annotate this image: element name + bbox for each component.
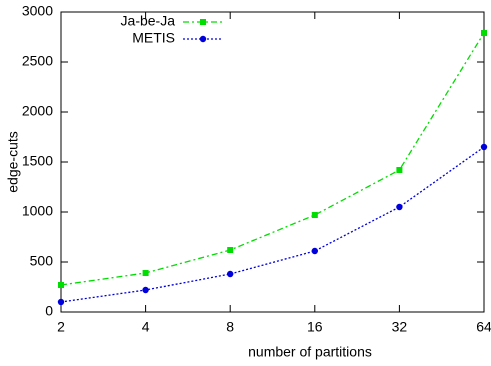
point [481, 30, 487, 36]
legend-marker [199, 35, 207, 43]
legend-label: METIS [132, 30, 175, 46]
y-tick-label: 0 [45, 303, 53, 319]
y-tick-label: 500 [30, 253, 54, 269]
point [142, 270, 149, 276]
y-tick-label: 2500 [22, 53, 53, 69]
x-tick-label: 2 [57, 319, 65, 335]
point [57, 298, 65, 306]
point [142, 286, 149, 294]
point [227, 270, 234, 278]
y-tick-label: 2000 [22, 103, 53, 119]
point [396, 203, 403, 211]
x-axis-label: number of partitions [248, 344, 372, 360]
point [58, 282, 64, 288]
point [396, 167, 403, 173]
series-line [60, 32, 485, 286]
plot-frame [60, 11, 485, 313]
y-tick-label: 3000 [22, 3, 53, 19]
legend-label: Ja-be-Ja [121, 13, 176, 29]
point [311, 212, 318, 218]
y-tick-label: 1000 [22, 203, 53, 219]
point [311, 247, 318, 255]
x-tick-label: 32 [392, 319, 408, 335]
x-tick-label: 4 [142, 319, 150, 335]
point [227, 247, 234, 253]
y-tick-label: 1500 [22, 153, 53, 169]
y-axis-label: edge-cuts [5, 131, 21, 192]
x-tick-label: 64 [476, 319, 491, 335]
series-line [60, 146, 485, 303]
legend-marker [200, 19, 206, 25]
point [480, 143, 488, 151]
x-tick-label: 16 [307, 319, 323, 335]
x-tick-label: 8 [226, 319, 234, 335]
